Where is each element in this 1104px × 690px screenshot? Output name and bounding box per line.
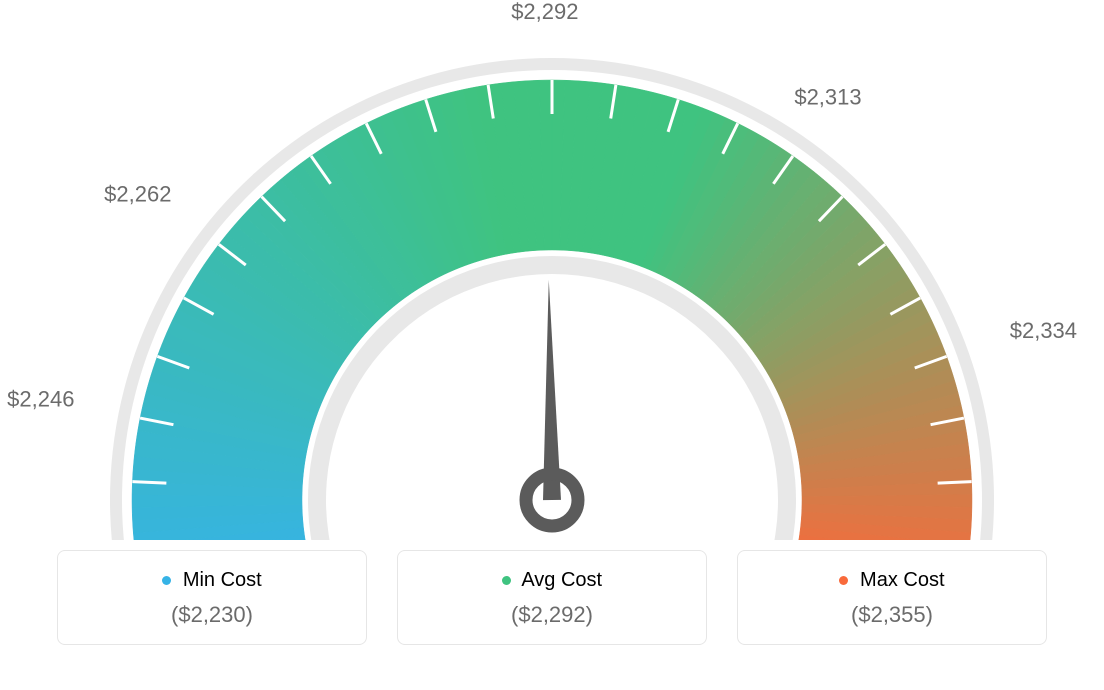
avg-cost-label: Avg Cost [521, 569, 602, 591]
svg-text:$2,334: $2,334 [1010, 318, 1077, 343]
max-cost-card: Max Cost ($2,355) [737, 550, 1047, 645]
svg-text:$2,262: $2,262 [104, 181, 171, 206]
svg-text:$2,292: $2,292 [511, 0, 578, 24]
summary-cards: Min Cost ($2,230) Avg Cost ($2,292) Max … [0, 540, 1104, 645]
max-cost-head: Max Cost [750, 569, 1034, 592]
svg-text:$2,246: $2,246 [7, 387, 74, 412]
min-dot-icon [162, 576, 171, 585]
min-cost-label: Min Cost [183, 569, 262, 591]
svg-text:$2,313: $2,313 [794, 85, 861, 110]
gauge-chart: $2,230$2,246$2,262$2,292$2,313$2,334$2,3… [0, 0, 1104, 540]
max-cost-value: ($2,355) [750, 602, 1034, 628]
max-dot-icon [839, 576, 848, 585]
min-cost-card: Min Cost ($2,230) [57, 550, 367, 645]
avg-dot-icon [502, 576, 511, 585]
max-cost-label: Max Cost [860, 569, 944, 591]
avg-cost-card: Avg Cost ($2,292) [397, 550, 707, 645]
avg-cost-head: Avg Cost [410, 569, 694, 592]
min-cost-head: Min Cost [70, 569, 354, 592]
avg-cost-value: ($2,292) [410, 602, 694, 628]
min-cost-value: ($2,230) [70, 602, 354, 628]
